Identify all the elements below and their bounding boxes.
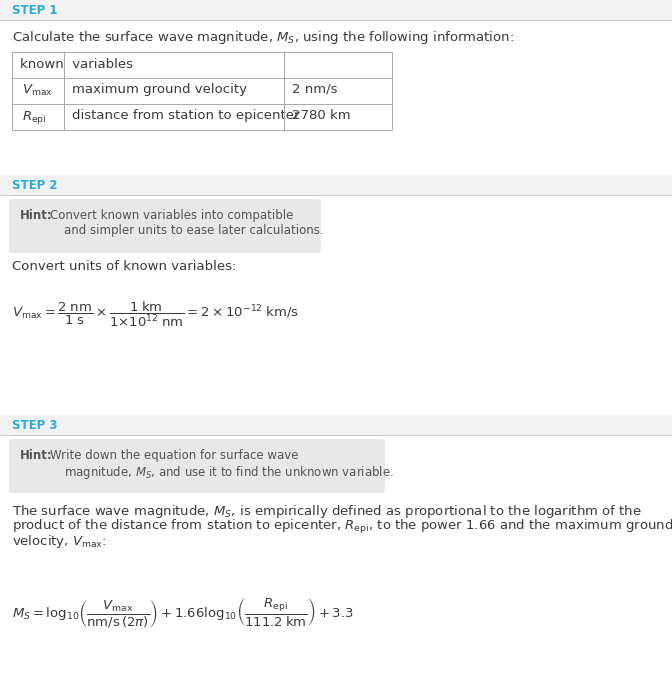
Text: $V_\mathrm{max} = \dfrac{2\;\mathrm{nm}}{1\;\mathrm{s}}\times\dfrac{1\;\mathrm{k: $V_\mathrm{max} = \dfrac{2\;\mathrm{nm}}… <box>12 300 299 329</box>
FancyBboxPatch shape <box>9 199 321 253</box>
Text: distance from station to epicenter: distance from station to epicenter <box>72 109 300 122</box>
Text: magnitude, $M_S$, and use it to find the unknown variable.: magnitude, $M_S$, and use it to find the… <box>64 464 394 481</box>
Text: velocity, $V_\mathrm{max}$:: velocity, $V_\mathrm{max}$: <box>12 533 107 550</box>
Text: 2780 km: 2780 km <box>292 109 351 122</box>
Text: Hint:: Hint: <box>20 449 52 462</box>
Bar <box>12 52 392 130</box>
Text: Hint:: Hint: <box>20 209 52 222</box>
Bar <box>0 175 672 195</box>
Text: STEP 3: STEP 3 <box>12 419 58 432</box>
Text: maximum ground velocity: maximum ground velocity <box>72 83 247 96</box>
Text: Write down the equation for surface wave: Write down the equation for surface wave <box>50 449 298 462</box>
Text: 2 nm/s: 2 nm/s <box>292 83 337 96</box>
Text: Calculate the surface wave magnitude, $M_S$, using the following information:: Calculate the surface wave magnitude, $M… <box>12 29 514 46</box>
Bar <box>0 415 672 435</box>
Text: STEP 1: STEP 1 <box>12 4 58 17</box>
Text: $M_S = \log_{10}\!\left(\dfrac{V_\mathrm{max}}{\mathrm{nm/s}\,(2\pi)}\right) + 1: $M_S = \log_{10}\!\left(\dfrac{V_\mathrm… <box>12 596 353 629</box>
Text: STEP 2: STEP 2 <box>12 179 58 192</box>
Text: Convert known variables into compatible: Convert known variables into compatible <box>50 209 294 222</box>
Text: $V_\mathrm{max}$: $V_\mathrm{max}$ <box>22 83 53 98</box>
Text: product of the distance from station to epicenter, $R_\mathrm{epi}$, to the powe: product of the distance from station to … <box>12 518 672 536</box>
Bar <box>0 0 672 20</box>
FancyBboxPatch shape <box>9 439 385 493</box>
Text: Convert units of known variables:: Convert units of known variables: <box>12 260 237 273</box>
Text: and simpler units to ease later calculations.: and simpler units to ease later calculat… <box>64 224 324 237</box>
Text: known  variables: known variables <box>20 58 133 71</box>
Text: $R_\mathrm{epi}$: $R_\mathrm{epi}$ <box>22 109 46 126</box>
Text: The surface wave magnitude, $M_S$, is empirically defined as proportional to the: The surface wave magnitude, $M_S$, is em… <box>12 503 642 520</box>
